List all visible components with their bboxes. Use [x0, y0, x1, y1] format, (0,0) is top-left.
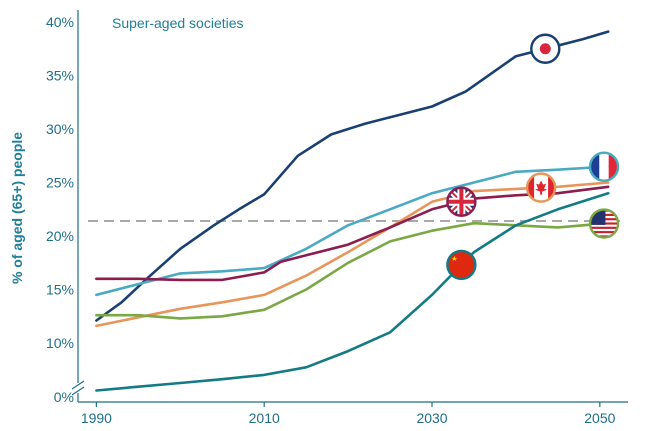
axis-break-icon	[71, 380, 85, 396]
canada-flag-icon	[525, 172, 557, 203]
y-tick-label: 30%	[46, 121, 74, 137]
usa-flag-icon	[588, 208, 620, 239]
x-tick-label: 2050	[584, 410, 615, 426]
annotation-text: Super-aged societies	[112, 15, 244, 31]
axis-layer: 0% 10% 15% 20% 25% 30% 35% 40% 1990 2010 2030 2050	[46, 10, 628, 426]
series-line-usa	[95, 221, 610, 320]
flag-layer	[446, 33, 620, 281]
x-tick-label: 2030	[416, 410, 447, 426]
series-line-japan	[95, 30, 610, 322]
china-flag-icon	[446, 249, 477, 281]
series-line-china	[95, 191, 610, 392]
series-line-france	[95, 165, 610, 297]
y-tick-label: 0%	[54, 389, 74, 405]
series-layer	[88, 30, 620, 392]
y-tick-label: 25%	[46, 175, 74, 191]
y-tick-label: 15%	[46, 282, 74, 298]
y-tick-label: 40%	[46, 14, 74, 30]
y-tick-label: 35%	[46, 68, 74, 84]
series-line-uk	[95, 185, 610, 282]
japan-flag-icon	[530, 33, 561, 64]
y-tick-label: 10%	[46, 335, 74, 351]
series-line-canada	[95, 181, 610, 328]
x-tick-label: 2010	[249, 410, 280, 426]
france-flag-icon	[588, 151, 620, 182]
y-tick-label: 20%	[46, 228, 74, 244]
y-axis-title: % of aged (65+) people	[9, 132, 25, 284]
uk-flag-icon	[446, 186, 477, 217]
x-tick-label: 1990	[81, 410, 112, 426]
